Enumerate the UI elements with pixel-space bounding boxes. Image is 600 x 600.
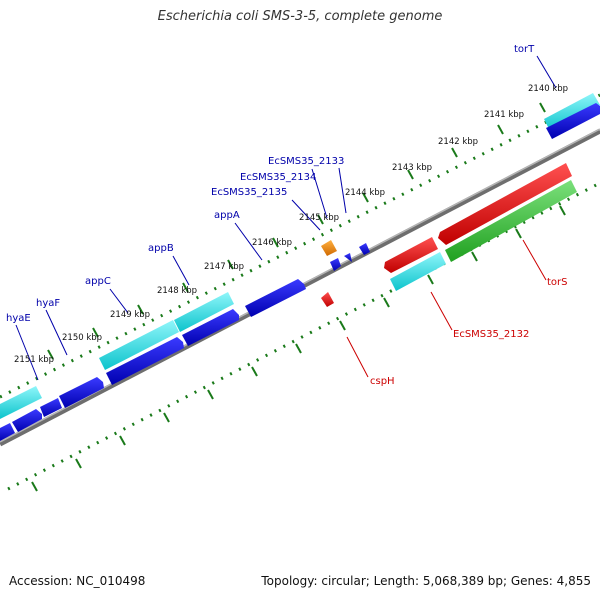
gene-ecsms35-2132-red — [384, 237, 438, 273]
gene-tors — [438, 163, 572, 245]
feature-label-ecsms35-2135: EcSMS35_2135 — [211, 187, 287, 198]
gene-hya-c — [0, 423, 15, 441]
tick-label: 2151 kbp — [14, 355, 54, 365]
tick-label: 2147 kbp — [204, 262, 244, 272]
label-leaders — [15, 55, 557, 381]
gene-ecsms35-2135 — [321, 240, 337, 256]
feature-label-csph: cspH — [370, 376, 395, 387]
feature-label-tors: torS — [547, 277, 568, 288]
gene-hyaf — [59, 377, 104, 408]
reverse-gene-track — [321, 163, 572, 307]
feature-label-appa: appA — [214, 210, 240, 221]
tick-label: 2142 kbp — [438, 137, 478, 147]
forward-cds-track — [0, 93, 600, 419]
gene-appa — [245, 279, 306, 317]
tick-label: 2148 kbp — [157, 286, 197, 296]
feature-label-ecsms35-2133: EcSMS35_2133 — [268, 156, 344, 167]
reverse-cds-track — [390, 180, 577, 291]
reverse-feature-labels: torS EcSMS35_2132 cspH — [370, 277, 568, 387]
gene-ecsms35-2134 — [330, 258, 341, 271]
gene-appb — [182, 309, 239, 346]
feature-label-ecsms35-2134: EcSMS35_2134 — [240, 172, 316, 183]
feature-label-hyae: hyaE — [6, 313, 31, 324]
gene-hya-d — [12, 409, 42, 432]
gene-cds-hyae — [0, 386, 42, 419]
inner-tick-ring — [7, 181, 600, 492]
tick-label: 2150 kbp — [62, 333, 102, 343]
gene-cds-appc — [99, 320, 179, 370]
gene-cds-ecsms35-2132 — [390, 252, 446, 291]
tick-labels: 2140 kbp 2141 kbp 2142 kbp 2143 kbp 2144… — [14, 84, 568, 365]
forward-feature-labels: torT EcSMS35_2133 EcSMS35_2134 EcSMS35_2… — [6, 44, 535, 324]
feature-label-hyaf: hyaF — [36, 298, 60, 309]
feature-label-appb: appB — [148, 243, 174, 254]
gene-ecsms35-2133 — [344, 253, 352, 262]
tick-label: 2146 kbp — [252, 238, 292, 248]
forward-gene-track — [0, 103, 600, 441]
map-title: Escherichia coli SMS-3-5, complete genom… — [157, 9, 443, 24]
tick-label: 2149 kbp — [110, 310, 150, 320]
gene-cds-tort — [544, 93, 600, 131]
genome-summary: Topology: circular; Length: 5,068,389 bp… — [261, 574, 591, 588]
gene-appc — [106, 337, 184, 385]
tick-label: 2143 kbp — [392, 163, 432, 173]
feature-label-appc: appC — [85, 276, 111, 287]
gene-hyae — [40, 398, 62, 417]
feature-label-ecsms35-2132: EcSMS35_2132 — [453, 329, 529, 340]
gene-csph — [321, 292, 334, 307]
accession-label: Accession: NC_010498 — [9, 574, 146, 588]
outer-tick-ring — [0, 93, 600, 399]
gene-cds-appb — [174, 292, 234, 332]
tick-label: 2140 kbp — [528, 84, 568, 94]
feature-label-tort: torT — [514, 44, 535, 55]
gene-tort — [546, 103, 600, 139]
tick-label: 2144 kbp — [345, 188, 385, 198]
tick-label: 2145 kbp — [299, 213, 339, 223]
gene-cds-tors — [445, 180, 577, 262]
gene-ecsms35-2133b — [359, 243, 370, 255]
tick-label: 2141 kbp — [484, 110, 524, 120]
